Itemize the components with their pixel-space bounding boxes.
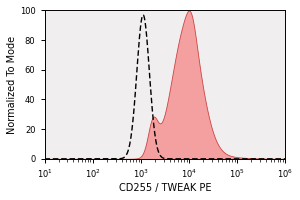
X-axis label: CD255 / TWEAK PE: CD255 / TWEAK PE (118, 183, 211, 193)
Y-axis label: Normalized To Mode: Normalized To Mode (7, 36, 17, 134)
